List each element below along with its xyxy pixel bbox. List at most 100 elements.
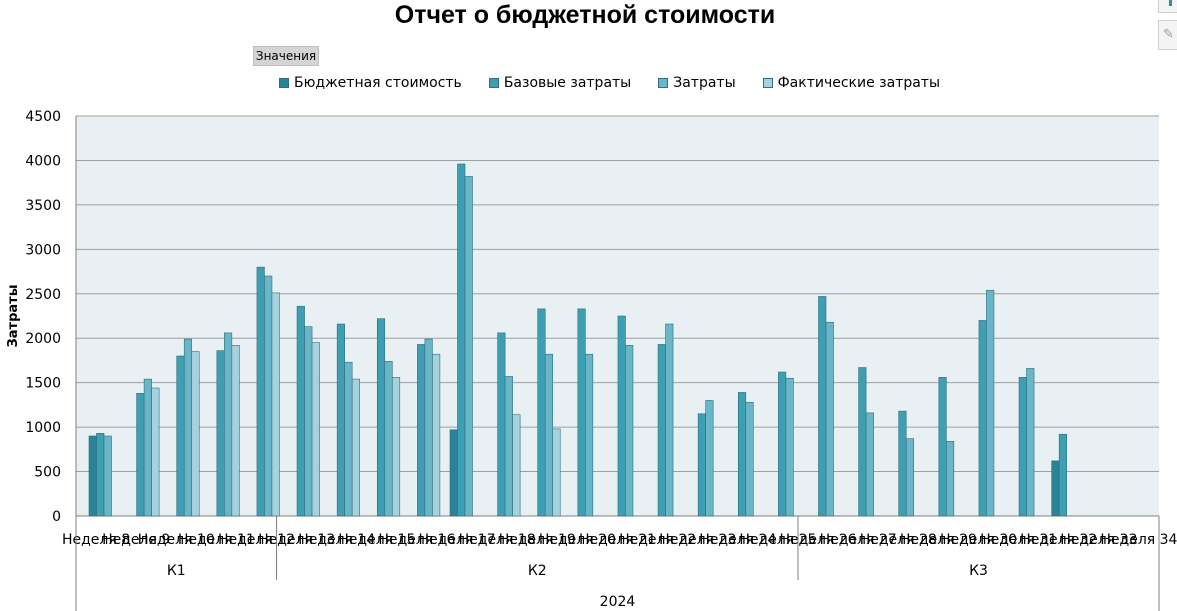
legend-label: Бюджетная стоимость: [294, 75, 462, 91]
bar: [946, 441, 955, 517]
y-tick-label: 1500: [25, 376, 61, 392]
bar: [384, 361, 393, 517]
bar: [978, 320, 987, 517]
bar: [224, 332, 233, 517]
x-tick-label: Неделя 22: [619, 532, 696, 548]
bar: [311, 342, 320, 517]
legend-label: Фактические затраты: [777, 75, 941, 91]
y-tick-label: 0: [52, 509, 61, 525]
bar: [898, 410, 907, 517]
bar: [96, 433, 105, 517]
y-axis-ticks: 0 500 1000 1500 2000 2500 3000 3500 4000 4500: [25, 109, 61, 525]
bar: [464, 176, 473, 517]
x-tick-label: Неделя 17: [419, 532, 496, 548]
y-tick-label: 4500: [25, 109, 61, 125]
x-tick-label: Неделя 20: [539, 532, 616, 548]
x-tick-label: Неделя 23: [659, 532, 736, 548]
bar: [737, 392, 747, 517]
y-tick-label: 1000: [25, 420, 61, 436]
bar: [1051, 460, 1060, 517]
x-tick-label: Неделя 32: [1020, 532, 1097, 548]
bar: [304, 326, 313, 517]
bar: [825, 321, 834, 517]
bar: [424, 338, 433, 517]
gridlines: [75, 115, 1159, 517]
quarter-label: К2: [528, 563, 547, 579]
x-tick-label: Неделя 25: [739, 532, 816, 548]
x-tick-label: Неделя 19: [499, 532, 576, 548]
bar: [986, 289, 995, 517]
bar: [905, 438, 915, 517]
chart-title: Отчет о бюджетной стоимости: [394, 1, 776, 29]
x-tick-label: Неделя 10: [138, 532, 215, 548]
x-tick-label: Неделя 24: [699, 532, 776, 548]
bar: [449, 429, 458, 517]
bar: [296, 305, 305, 517]
bar: [351, 378, 360, 517]
bar: [665, 323, 674, 517]
x-tick-label: Неделя 12: [218, 532, 295, 548]
x-tick-label: Неделя 15: [338, 532, 415, 548]
legend-swatch: [488, 78, 499, 88]
legend-item: Базовые затраты: [488, 73, 631, 93]
bar: [818, 296, 827, 517]
x-tick-label: Неделя 18: [459, 532, 536, 548]
legend-item: Фактические затраты: [762, 73, 941, 93]
bar: [271, 292, 280, 517]
bars: [88, 163, 1067, 517]
x-tick-label: Неделя 28: [860, 532, 937, 548]
x-tick-label: Неделя 34: [1100, 532, 1177, 548]
y-tick-label: 2500: [25, 287, 61, 303]
bar: [88, 435, 97, 517]
y-tick-label: 2000: [25, 331, 61, 347]
bar: [264, 275, 273, 517]
x-tick-label: Неделя 29: [900, 532, 977, 548]
chart-styles-brush-icon[interactable]: ✎: [1158, 20, 1177, 50]
bar: [457, 163, 466, 517]
x-tick-label: Неделя 26: [780, 532, 857, 548]
quarter-label: К1: [167, 563, 186, 579]
x-tick-label: Неделя 8: [62, 532, 130, 548]
y-tick-label: 4000: [25, 153, 61, 169]
bar: [705, 400, 714, 517]
quarter-label: К3: [969, 563, 988, 579]
y-tick-label: 3000: [25, 242, 61, 258]
bar: [617, 315, 626, 517]
legend-swatch: [762, 78, 773, 88]
bar: [216, 350, 225, 517]
legend-item: Бюджетная стоимость: [279, 73, 462, 93]
bar: [778, 371, 787, 517]
bar: [1026, 368, 1035, 517]
x-tick-label: Неделя 21: [579, 532, 656, 548]
bar: [391, 377, 401, 517]
bar: [191, 351, 200, 517]
legend: Бюджетная стоимость Базовые затраты Затрат…: [279, 73, 967, 93]
bar: [657, 344, 666, 517]
x-tick-label: Неделя 27: [820, 532, 897, 548]
bar: [417, 344, 426, 517]
bar: [585, 353, 594, 517]
y-tick-label: 3500: [25, 198, 61, 214]
bar: [497, 332, 506, 517]
bar: [625, 345, 634, 517]
bar: [344, 361, 353, 517]
bar: [136, 393, 145, 517]
bar: [256, 266, 265, 517]
values-field-button[interactable]: Значения: [253, 46, 319, 66]
x-tick-label: Неделя 9: [102, 532, 170, 548]
x-tick-label: Неделя 33: [1060, 532, 1137, 548]
x-tick-label: Неделя 13: [258, 532, 335, 548]
bar: [552, 428, 561, 517]
y-tick-label: 500: [34, 465, 61, 481]
bar: [544, 353, 554, 517]
x-tick-label: Неделя 31: [980, 532, 1057, 548]
bar: [577, 308, 586, 517]
x-tick-label: Неделя 14: [298, 532, 375, 548]
bar: [938, 377, 947, 517]
legend-item: Затраты: [658, 73, 736, 93]
y-axis-label: Затраты: [6, 285, 21, 348]
bar: [858, 367, 867, 517]
bar: [865, 412, 874, 517]
chart-elements-icon[interactable]: [1158, 0, 1177, 13]
